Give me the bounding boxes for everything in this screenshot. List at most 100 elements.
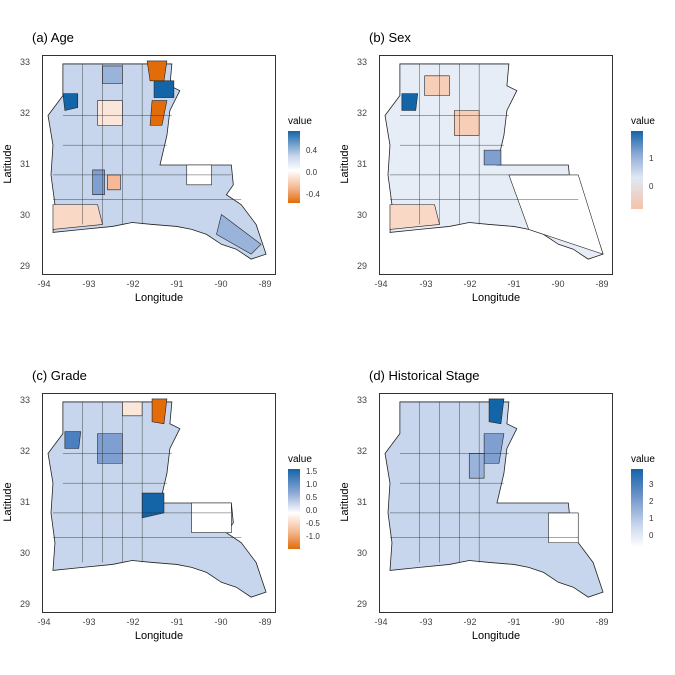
x-tick: -94 [374, 279, 388, 289]
x-tick: -89 [595, 279, 609, 289]
x-tick: -94 [37, 279, 51, 289]
legend-label: 0.0 [306, 168, 318, 177]
x-axis-label: Longitude [471, 292, 521, 304]
legend-label: 0.0 [306, 506, 318, 515]
parish-blue-mid [92, 169, 105, 196]
x-tick: -90 [214, 279, 228, 289]
legend-label: 0 [649, 531, 654, 540]
legend-label: 0.4 [306, 146, 318, 155]
legend-title: value [288, 116, 312, 127]
x-tick: -91 [170, 279, 184, 289]
y-tick: 29 [356, 599, 367, 609]
x-tick: -90 [551, 617, 565, 627]
legend-title: value [631, 116, 655, 127]
x-tick: -94 [374, 617, 388, 627]
parish-white [191, 502, 232, 534]
y-tick: 31 [19, 497, 30, 507]
x-tick: -89 [258, 279, 272, 289]
x-tick: -90 [214, 617, 228, 627]
louisiana-map [47, 398, 267, 598]
y-tick: 31 [356, 159, 367, 169]
legend-gradient [631, 469, 643, 547]
x-tick: -89 [595, 617, 609, 627]
parish-line [52, 401, 242, 563]
parish-blue-mid [64, 431, 82, 449]
y-tick: 30 [19, 548, 30, 558]
legend-label: 0 [649, 182, 654, 191]
y-tick: 32 [19, 108, 30, 118]
parish-orange-light [122, 401, 143, 417]
parish-line [52, 63, 242, 225]
x-tick: -93 [419, 279, 433, 289]
parish-blue-mid [102, 65, 123, 85]
x-tick: -92 [126, 617, 140, 627]
x-tick: -93 [419, 617, 433, 627]
x-tick: -91 [170, 617, 184, 627]
legend: value 1.5 1.0 0.5 0.0 -0.5 -1.0 [288, 454, 320, 549]
parish-blue-strong [62, 93, 79, 111]
parish-orange-strong [146, 60, 168, 82]
legend-label: -0.4 [306, 190, 320, 199]
panel-title: (c) Grade [32, 368, 87, 383]
x-tick: -91 [507, 617, 521, 627]
legend-gradient [288, 469, 300, 549]
legend-title: value [288, 454, 312, 465]
x-tick: -93 [82, 617, 96, 627]
x-tick: -90 [551, 279, 565, 289]
x-axis-label: Longitude [134, 292, 184, 304]
map-area [42, 393, 276, 613]
panel-historical-stage: (d) Historical Stage 33 32 31 30 29 -94 … [337, 338, 674, 675]
legend-label: 1 [649, 514, 654, 523]
parish-orange-light [107, 174, 121, 191]
map-area [42, 55, 276, 275]
parish-orange-strong [149, 100, 168, 126]
y-tick: 30 [356, 548, 367, 558]
legend: value 1 0 [631, 116, 655, 209]
legend-gradient [631, 131, 643, 209]
legend-label: 3 [649, 480, 654, 489]
panel-age: (a) Age 33 32 31 30 29 -94 -93 -92 -91 -… [0, 0, 337, 337]
panel-grade: (c) Grade 33 32 31 30 29 -94 -93 -92 -91… [0, 338, 337, 675]
x-tick: -91 [507, 279, 521, 289]
x-tick: -92 [463, 279, 477, 289]
panel-title: (a) Age [32, 30, 74, 45]
parish-orange-light [454, 110, 480, 136]
x-tick: -94 [37, 617, 51, 627]
y-tick: 32 [356, 446, 367, 456]
legend-label: 0.5 [306, 493, 318, 502]
x-tick: -89 [258, 617, 272, 627]
state-outline [384, 401, 604, 598]
y-tick: 29 [19, 599, 30, 609]
louisiana-map [384, 63, 604, 260]
panel-title: (d) Historical Stage [369, 368, 480, 383]
legend-label: 2 [649, 497, 654, 506]
y-tick: 30 [356, 210, 367, 220]
x-axis-label: Longitude [134, 630, 184, 642]
y-axis-label: Latitude [339, 144, 351, 184]
legend-gradient [288, 131, 300, 203]
y-tick: 31 [19, 159, 30, 169]
y-axis-label: Latitude [2, 482, 14, 522]
y-tick: 32 [356, 108, 367, 118]
legend-label: 1.5 [306, 467, 318, 476]
parish-blue-mid [97, 433, 123, 464]
map-area [379, 393, 613, 613]
legend-label: -0.5 [306, 519, 320, 528]
panel-sex: (b) Sex 33 32 31 30 29 -94 -93 -92 -91 -… [337, 0, 674, 337]
parish-orange-strong [151, 398, 168, 425]
y-axis-label: Latitude [339, 482, 351, 522]
parish-orange-light [424, 75, 450, 96]
map-area [379, 55, 613, 275]
parish-blue-mid [216, 214, 262, 255]
parish-line [389, 401, 579, 563]
legend-title: value [631, 454, 655, 465]
y-tick: 32 [19, 446, 30, 456]
x-axis-label: Longitude [471, 630, 521, 642]
y-tick: 31 [356, 497, 367, 507]
parish-blue-strong [488, 398, 505, 425]
parish-blue-strong [153, 80, 175, 98]
y-tick: 33 [356, 57, 367, 67]
y-tick: 33 [19, 57, 30, 67]
louisiana-map [384, 398, 604, 598]
legend-label: 1.0 [306, 480, 318, 489]
